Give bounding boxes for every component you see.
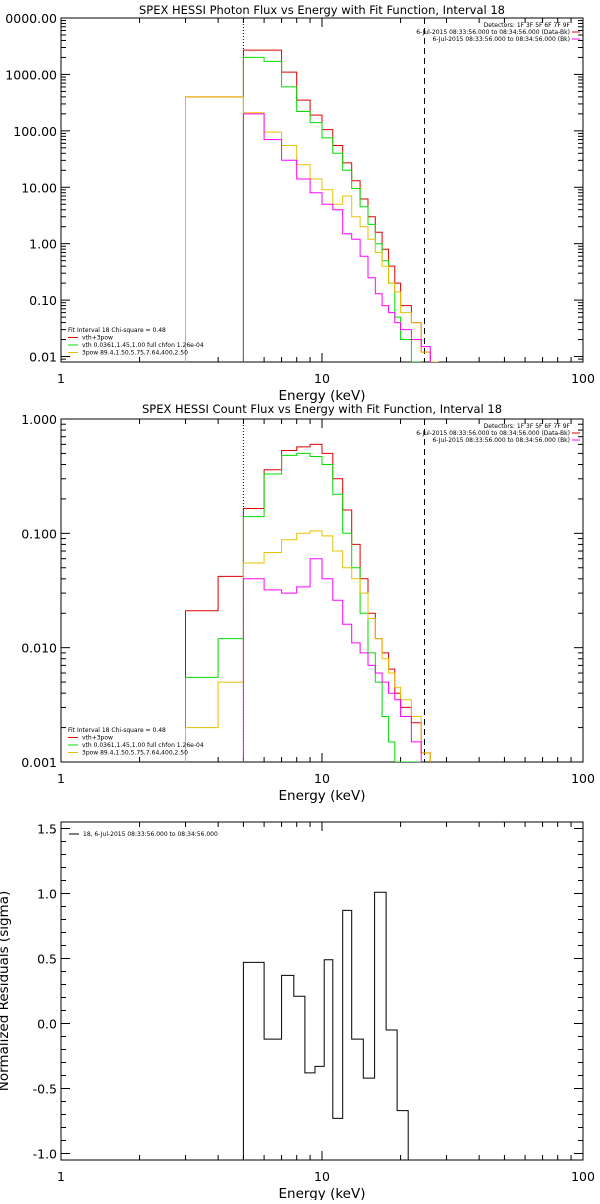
data-layer bbox=[185, 419, 431, 762]
series-magenta-histogram bbox=[242, 113, 431, 362]
x-tick-label: 1 bbox=[57, 771, 65, 786]
axes-frame bbox=[60, 821, 584, 1161]
series-3pow-histogram bbox=[185, 530, 431, 762]
x-axis-label: Energy (keV) bbox=[279, 788, 366, 804]
info-line: 6-Jul-2015 08:33:56.000 to 08:34:56.000 … bbox=[432, 437, 570, 444]
info-line: 6-Jul-2015 08:33:56.000 to 08:34:56.000 … bbox=[416, 29, 570, 36]
chart-title: SPEX HESSI Photon Flux vs Energy with Fi… bbox=[139, 3, 505, 17]
legend-label: vth+3pow bbox=[82, 735, 113, 742]
y-tick-label: 10.00 bbox=[21, 180, 57, 195]
count-flux-panel: SPEX HESSI Count Flux vs Energy with Fit… bbox=[21, 402, 595, 804]
x-tick-label: 100 bbox=[571, 1169, 595, 1184]
residuals-panel: 1 10 100 -1.0 -0.5 0.0 0.5 1.0 1.5 Energy (keV) No… bbox=[0, 821, 595, 1202]
y-tick-label: 1000.00 bbox=[5, 67, 57, 82]
y-tick-label: -1.0 bbox=[33, 1147, 57, 1162]
legend-label: vth 0.0361,1.45,1.00 full chfon 1.26e-04 bbox=[82, 742, 204, 749]
chart-title: SPEX HESSI Count Flux vs Energy with Fit… bbox=[142, 402, 502, 416]
series-vth-3pow-histogram bbox=[185, 443, 431, 762]
y-tick-label: 0.01 bbox=[29, 350, 57, 365]
info-line: Detectors: 1F 3F 5F 6F 7F 9F bbox=[484, 423, 571, 430]
series-18-histogram bbox=[242, 891, 426, 1160]
x-axis-label: Energy (keV) bbox=[279, 388, 366, 404]
y-tick-label: 1.5 bbox=[37, 822, 57, 837]
legend-label: vth+3pow bbox=[82, 335, 113, 342]
y-tick-label: -0.5 bbox=[33, 1082, 57, 1097]
legend-label: 18, 6-Jul-2015 08:33:56.000 to 08:34:56.… bbox=[83, 831, 218, 838]
x-tick-label: 1 bbox=[57, 371, 65, 386]
legend-label: vth 0.0361,1.45,1.00 full chfon 1.26e-04 bbox=[82, 342, 204, 349]
info-line: Detectors: 1F 3F 5F 6F 7F 9F bbox=[484, 22, 571, 29]
y-tick-label: 0.100 bbox=[21, 526, 57, 541]
x-tick-label: 10 bbox=[314, 1169, 330, 1184]
y-tick-label: 0.0 bbox=[37, 1017, 57, 1032]
x-tick-label: 10 bbox=[314, 371, 330, 386]
y-tick-label: 100.00 bbox=[13, 124, 57, 139]
y-tick-label: 0000.00 bbox=[5, 11, 57, 26]
legend-label: 3pow 89.4,1.50,5.75,7.64,400,2.50 bbox=[82, 750, 188, 757]
series-vth-histogram bbox=[185, 452, 422, 762]
legend-header: Fit Interval 18 Chi-square = 0.48 bbox=[68, 727, 166, 734]
y-tick-label: 0.001 bbox=[21, 755, 57, 770]
x-tick-label: 100 bbox=[571, 371, 595, 386]
y-tick-label: 1.00 bbox=[29, 237, 57, 252]
y-tick-label: 0.010 bbox=[21, 641, 57, 656]
axes-frame bbox=[60, 418, 584, 763]
x-tick-label: 100 bbox=[571, 771, 595, 786]
y-axis-label: Normalized Residuals (sigma) bbox=[0, 891, 12, 1092]
legend-label: 3pow 89.4,1.50,5.75,7.64,400,2.50 bbox=[82, 350, 188, 357]
photon-flux-panel: SPEX HESSI Photon Flux vs Energy with Fi… bbox=[5, 3, 595, 404]
x-tick-label: 1 bbox=[57, 1169, 65, 1184]
y-tick-label: 1.000 bbox=[21, 412, 57, 427]
y-tick-label: 0.10 bbox=[29, 293, 57, 308]
y-tick-label: 0.5 bbox=[37, 952, 57, 967]
y-tick-label: 1.0 bbox=[37, 887, 57, 902]
x-axis-label: Energy (keV) bbox=[279, 1186, 366, 1200]
info-line: 6-Jul-2015 08:33:56.000 to 08:34:56.000 … bbox=[416, 430, 570, 437]
x-tick-label: 10 bbox=[314, 771, 330, 786]
data-layer bbox=[185, 18, 439, 362]
data-layer bbox=[242, 891, 426, 1160]
series-magenta-histogram bbox=[242, 558, 422, 762]
series-vth-histogram bbox=[242, 56, 422, 362]
info-line: 6-Jul-2015 08:33:56.000 to 08:34:56.000 … bbox=[432, 36, 570, 43]
legend-header: Fit Interval 18 Chi-square = 0.48 bbox=[68, 327, 166, 334]
